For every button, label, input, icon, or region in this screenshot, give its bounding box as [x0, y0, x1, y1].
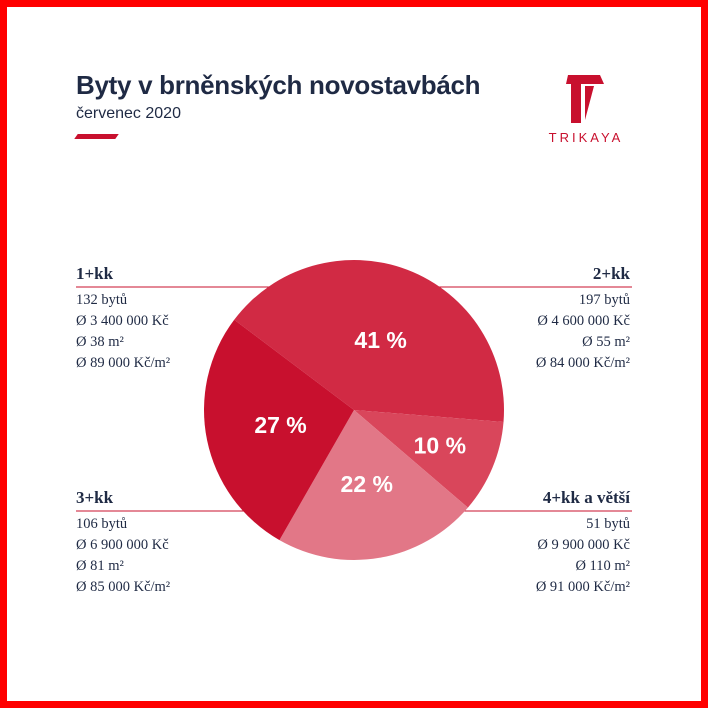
- price-per-m2: Ø 89 000 Kč/m²: [76, 355, 171, 371]
- unit-count: 106 bytů: [76, 516, 128, 532]
- page-title: Byty v brněnských novostavbách: [76, 70, 481, 100]
- average-price: Ø 3 400 000 Kč: [76, 313, 169, 329]
- category-name: 4+kk a větší: [542, 488, 630, 507]
- pie-slice-4-kk-a-v-t-: [354, 410, 504, 508]
- slice-percent-label: 27 %: [254, 412, 306, 438]
- unit-count: 197 bytů: [578, 292, 630, 308]
- unit-count: 132 bytů: [76, 292, 128, 308]
- category-1kk-label: 1+kk 132 bytů Ø 3 400 000 Kč Ø 38 m² Ø 8…: [76, 264, 170, 374]
- average-area: Ø 81 m²: [76, 558, 124, 574]
- logo-wordmark: TRIKAYA: [548, 130, 624, 145]
- price-per-m2: Ø 91 000 Kč/m²: [535, 579, 630, 595]
- average-price: Ø 4 600 000 Kč: [537, 313, 630, 329]
- trikaya-t-logo-icon: [566, 75, 604, 123]
- category-4kk-label: 4+kk a větší 51 bytů Ø 9 900 000 Kč Ø 11…: [536, 488, 630, 598]
- average-price: Ø 9 900 000 Kč: [537, 537, 630, 553]
- price-per-m2: Ø 85 000 Kč/m²: [76, 579, 171, 595]
- average-price: Ø 6 900 000 Kč: [76, 537, 169, 553]
- category-name: 2+kk: [592, 264, 630, 283]
- pie-slice-2-kk: [234, 259, 505, 423]
- category-3kk-label: 3+kk 106 bytů Ø 6 900 000 Kč Ø 81 m² Ø 8…: [76, 488, 170, 598]
- category-name: 1+kk: [76, 264, 114, 283]
- average-area: Ø 55 m²: [582, 334, 630, 350]
- category-2kk-label: 2+kk 197 bytů Ø 4 600 000 Kč Ø 55 m² Ø 8…: [536, 264, 630, 374]
- slice-percent-label: 41 %: [354, 327, 406, 353]
- category-name: 3+kk: [76, 488, 114, 507]
- slice-percent-label: 10 %: [414, 433, 466, 459]
- average-area: Ø 110 m²: [575, 558, 630, 574]
- page-subtitle: červenec 2020: [76, 105, 181, 122]
- slice-percent-label: 22 %: [341, 471, 393, 497]
- price-per-m2: Ø 84 000 Kč/m²: [535, 355, 630, 371]
- leader-lines: [76, 286, 632, 512]
- unit-count: 51 bytů: [586, 516, 630, 532]
- pie-slice-1-kk: [203, 319, 354, 541]
- average-area: Ø 38 m²: [76, 334, 124, 350]
- pie-slice-3-kk: [279, 410, 468, 560]
